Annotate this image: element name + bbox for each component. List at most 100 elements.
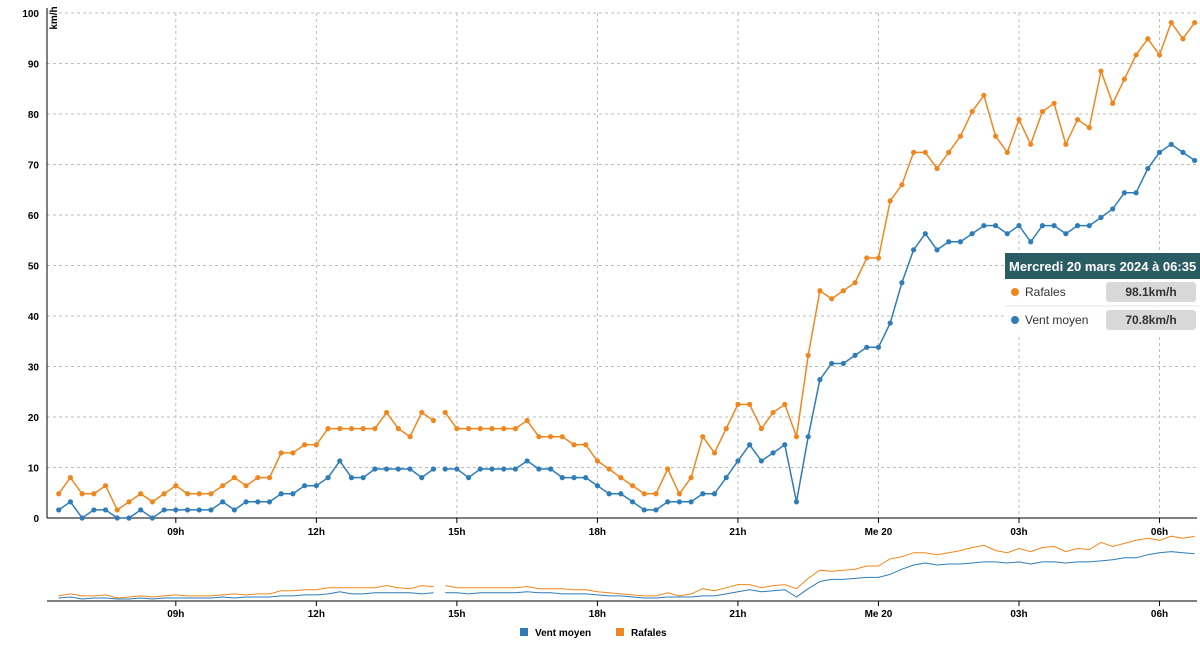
- data-point-vent-moyen[interactable]: [1156, 149, 1163, 155]
- data-point-rafales[interactable]: [887, 198, 893, 204]
- data-point-rafales[interactable]: [676, 491, 682, 497]
- data-point-rafales[interactable]: [161, 491, 167, 497]
- data-point-rafales[interactable]: [571, 442, 577, 448]
- data-point-rafales[interactable]: [547, 434, 554, 440]
- data-point-rafales[interactable]: [337, 426, 343, 432]
- data-point-vent-moyen[interactable]: [196, 507, 202, 513]
- data-point-vent-moyen[interactable]: [231, 507, 237, 513]
- data-point-vent-moyen[interactable]: [465, 475, 472, 481]
- data-point-vent-moyen[interactable]: [957, 239, 964, 245]
- data-point-vent-moyen[interactable]: [290, 491, 296, 497]
- data-point-vent-moyen[interactable]: [665, 499, 671, 505]
- data-point-rafales[interactable]: [1051, 100, 1057, 106]
- data-point-rafales[interactable]: [1168, 19, 1174, 26]
- data-point-rafales[interactable]: [126, 499, 132, 505]
- data-point-rafales[interactable]: [688, 475, 694, 481]
- data-point-rafales[interactable]: [700, 434, 706, 440]
- data-point-rafales[interactable]: [1121, 76, 1127, 82]
- data-point-vent-moyen[interactable]: [934, 247, 940, 253]
- data-point-vent-moyen[interactable]: [1192, 157, 1198, 164]
- data-point-vent-moyen[interactable]: [208, 507, 214, 513]
- data-point-rafales[interactable]: [758, 426, 764, 432]
- data-point-vent-moyen[interactable]: [829, 360, 835, 367]
- data-point-vent-moyen[interactable]: [407, 466, 413, 472]
- data-point-rafales[interactable]: [817, 288, 823, 294]
- data-point-rafales[interactable]: [946, 149, 952, 155]
- data-point-vent-moyen[interactable]: [981, 223, 987, 229]
- data-point-rafales[interactable]: [782, 401, 788, 407]
- data-point-rafales[interactable]: [114, 507, 120, 513]
- data-point-vent-moyen[interactable]: [606, 491, 612, 497]
- data-point-rafales[interactable]: [875, 255, 882, 261]
- legend-item-vent-moyen[interactable]: Vent moyen: [520, 628, 591, 639]
- data-point-vent-moyen[interactable]: [102, 507, 109, 513]
- data-point-rafales[interactable]: [1016, 116, 1022, 123]
- data-point-rafales[interactable]: [793, 434, 800, 440]
- data-point-vent-moyen[interactable]: [220, 499, 226, 505]
- data-point-rafales[interactable]: [735, 401, 741, 407]
- data-point-vent-moyen[interactable]: [817, 377, 823, 383]
- data-point-rafales[interactable]: [465, 426, 472, 432]
- data-point-vent-moyen[interactable]: [1039, 223, 1046, 229]
- data-point-vent-moyen[interactable]: [1086, 223, 1092, 229]
- data-point-rafales[interactable]: [173, 483, 179, 489]
- data-point-rafales[interactable]: [313, 442, 319, 448]
- data-point-rafales[interactable]: [102, 483, 109, 489]
- data-point-rafales[interactable]: [442, 409, 448, 416]
- data-point-vent-moyen[interactable]: [887, 320, 893, 326]
- data-point-rafales[interactable]: [1180, 36, 1186, 42]
- data-point-vent-moyen[interactable]: [969, 231, 975, 237]
- data-point-rafales[interactable]: [992, 133, 999, 139]
- data-point-rafales[interactable]: [56, 491, 62, 497]
- data-point-rafales[interactable]: [67, 475, 74, 481]
- data-point-vent-moyen[interactable]: [501, 466, 507, 472]
- data-point-vent-moyen[interactable]: [899, 280, 905, 286]
- data-point-vent-moyen[interactable]: [1121, 190, 1127, 196]
- data-point-vent-moyen[interactable]: [337, 458, 343, 464]
- data-point-rafales[interactable]: [1086, 125, 1092, 131]
- data-point-rafales[interactable]: [969, 108, 975, 115]
- data-point-rafales[interactable]: [629, 483, 636, 489]
- data-point-vent-moyen[interactable]: [325, 475, 331, 481]
- data-point-vent-moyen[interactable]: [641, 507, 647, 513]
- data-point-rafales[interactable]: [1133, 52, 1139, 58]
- data-point-rafales[interactable]: [302, 442, 308, 448]
- data-point-rafales[interactable]: [348, 426, 355, 432]
- data-point-rafales[interactable]: [805, 352, 811, 358]
- data-point-rafales[interactable]: [1063, 141, 1069, 147]
- data-point-vent-moyen[interactable]: [1098, 214, 1104, 221]
- data-point-rafales[interactable]: [395, 426, 401, 432]
- data-point-vent-moyen[interactable]: [67, 499, 74, 505]
- data-point-vent-moyen[interactable]: [126, 515, 132, 521]
- data-point-vent-moyen[interactable]: [747, 442, 753, 448]
- data-point-vent-moyen[interactable]: [782, 442, 788, 448]
- data-point-rafales[interactable]: [243, 483, 249, 489]
- data-point-rafales[interactable]: [536, 434, 542, 440]
- data-point-rafales[interactable]: [138, 491, 144, 497]
- data-point-vent-moyen[interactable]: [149, 515, 155, 521]
- data-point-rafales[interactable]: [829, 296, 835, 302]
- data-point-vent-moyen[interactable]: [922, 231, 928, 237]
- overview-navigator[interactable]: 09h 12h 15h 18h 21h Me 20 03h 06h: [47, 535, 1197, 620]
- data-point-vent-moyen[interactable]: [477, 466, 483, 472]
- data-point-vent-moyen[interactable]: [348, 475, 355, 481]
- data-point-vent-moyen[interactable]: [243, 499, 249, 505]
- data-point-rafales[interactable]: [1074, 116, 1081, 123]
- data-point-rafales[interactable]: [79, 491, 85, 497]
- data-point-rafales[interactable]: [1192, 19, 1198, 26]
- data-point-vent-moyen[interactable]: [594, 483, 601, 489]
- data-point-rafales[interactable]: [934, 165, 940, 172]
- data-point-rafales[interactable]: [512, 426, 519, 432]
- data-point-rafales[interactable]: [653, 491, 659, 497]
- data-point-vent-moyen[interactable]: [1180, 149, 1186, 155]
- data-point-vent-moyen[interactable]: [676, 499, 682, 505]
- data-point-vent-moyen[interactable]: [114, 515, 120, 521]
- data-point-rafales[interactable]: [184, 491, 191, 497]
- data-point-vent-moyen[interactable]: [512, 466, 519, 472]
- data-point-vent-moyen[interactable]: [571, 475, 577, 481]
- data-point-vent-moyen[interactable]: [1063, 231, 1069, 237]
- data-point-vent-moyen[interactable]: [735, 458, 741, 464]
- data-point-rafales[interactable]: [208, 491, 214, 497]
- data-point-rafales[interactable]: [1156, 52, 1163, 58]
- data-point-rafales[interactable]: [910, 149, 917, 155]
